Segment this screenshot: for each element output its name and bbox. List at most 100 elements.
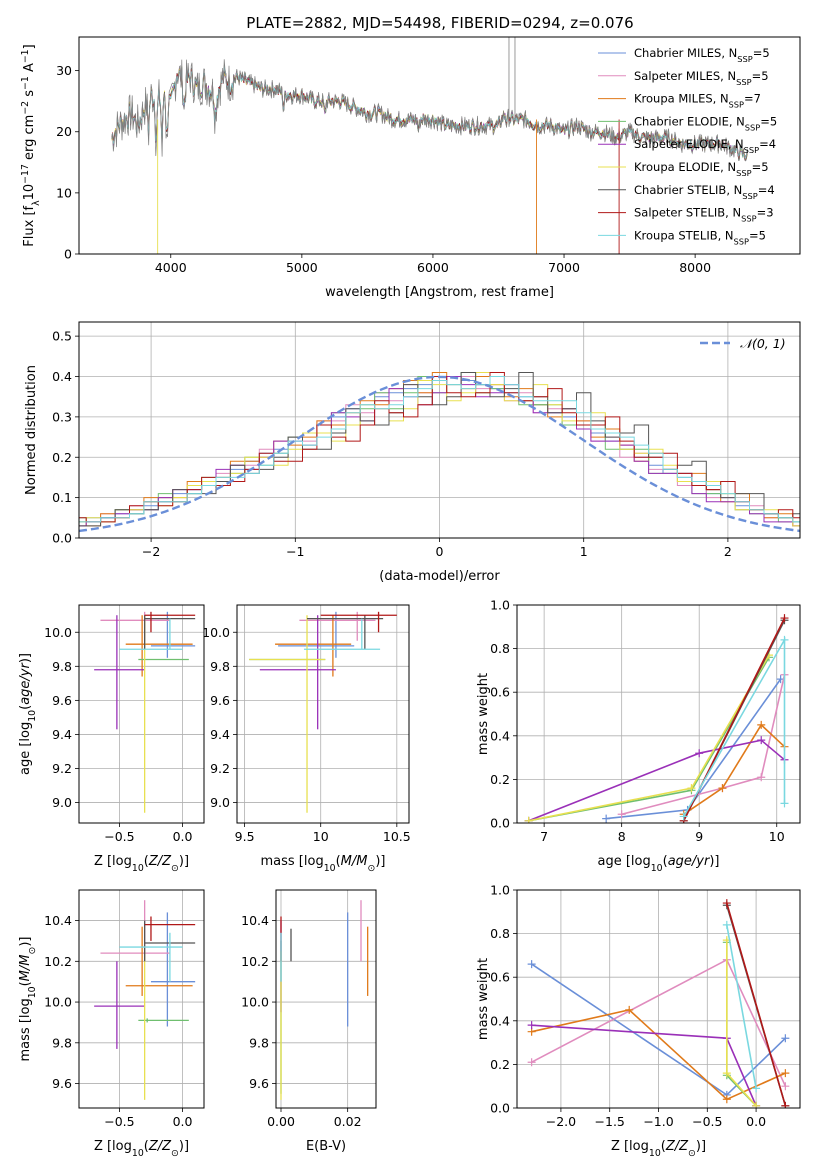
spectrum-xtick-label: 6000 [417, 260, 449, 275]
mass_vs_z-ytick-label: 10.2 [44, 954, 72, 969]
mass_vs_z-ytick-label: 10.0 [44, 995, 72, 1010]
age_vs_mass-ytick-label: 9.2 [210, 761, 230, 776]
weight-marker-kroupa_stelib [722, 920, 731, 929]
x-axis-label: E(B-V) [306, 1139, 346, 1154]
weight-line-kroupa_elodie [528, 654, 770, 822]
spectrum-frame [78, 36, 801, 255]
weight-marker-kroupa_miles [625, 1005, 634, 1014]
mass_vs_z-frame [78, 889, 205, 1109]
residuals-xtick-label: −1 [286, 544, 304, 559]
weight-marker-kroupa_stelib [752, 1084, 761, 1093]
weight-line-kroupa_stelib [726, 924, 757, 1089]
weight-line-salpeter_stelib [726, 902, 787, 1107]
age_vs_z-ytick-label: 9.0 [52, 795, 72, 810]
weight_vs_z-plot-area [527, 899, 790, 1108]
figure-title: PLATE=2882, MJD=54498, FIBERID=0294, z=0… [246, 14, 633, 32]
mass_vs_z-ytick-label: 10.4 [44, 913, 72, 928]
weight-marker-kroupa_stelib [780, 799, 789, 808]
model-line-kroupa_stelib [111, 65, 748, 160]
residuals-xtick-label: −2 [142, 544, 160, 559]
weight-marker-kroupa_stelib [780, 635, 789, 644]
y-axis-label: mass weight [476, 673, 491, 755]
weight-marker-salpeter_miles [781, 1082, 790, 1091]
residuals-ytick-label: 0.0 [52, 531, 72, 546]
weight-line-salpeter_elodie [531, 1024, 757, 1107]
x-axis-label: Z [log10(Z/Z⊙)] [94, 1139, 189, 1159]
y-axis-label: mass [log10(M/M⊙)] [18, 937, 38, 1062]
x-axis-label: Z [log10(Z/Z⊙)] [611, 1139, 706, 1159]
weight-line-salpeter_elodie [528, 739, 786, 822]
mass_vs_z-ytick-label: 9.8 [52, 1035, 72, 1050]
x-axis-label: (data-model)/error [379, 569, 500, 584]
residuals-ytick-label: 0.2 [52, 450, 72, 465]
spectrum-xtick-label: 4000 [155, 260, 187, 275]
weight_vs_age-ytick-label: 0.0 [490, 816, 510, 831]
age_vs_z-xtick-label: 0.0 [173, 829, 193, 844]
mass_vs_ebv-ytick-label: 9.8 [249, 1035, 269, 1050]
age_vs_mass-ytick-label: 9.4 [210, 727, 230, 742]
legend-label-chabrier_miles: Chabrier MILES, NSSP=5 [634, 46, 770, 64]
weight_vs_age-plot-area [524, 614, 789, 823]
hist-step-kroupa_stelib [79, 376, 800, 523]
legend-label-chabrier_stelib: Chabrier STELIB, NSSP=4 [634, 183, 775, 201]
mass_vs_ebv-ytick-label: 9.6 [249, 1076, 269, 1091]
weight-marker-kroupa_miles [757, 720, 766, 729]
residuals-ytick-label: 0.5 [52, 329, 72, 344]
normal-curve [79, 375, 800, 533]
weight_vs_age-ytick-label: 0.4 [490, 728, 510, 743]
weight_vs_z-panel: −2.0 −1.5 −1.0 −0.5 0.0 0.0 0.2 0.4 0.6 0.8 1.0 Z [… [476, 883, 801, 1159]
age_vs_mass-plot-area [249, 611, 397, 813]
y-axis-label: age [log10(age/yr)] [18, 653, 38, 775]
mass_vs_z-xtick-label: −0.5 [104, 1114, 134, 1129]
weight-marker-kroupa_miles [722, 1095, 731, 1104]
residuals-ytick-label: 0.3 [52, 409, 72, 424]
spectrum-ytick-label: 10 [56, 185, 72, 200]
age_vs_z-ytick-label: 10.0 [44, 625, 72, 640]
weight_vs_z-ytick-label: 1.0 [490, 883, 510, 898]
legend-label-kroupa_elodie: Kroupa ELODIE, NSSP=5 [634, 160, 769, 178]
mass_vs_z-panel: −0.5 0.0 9.6 9.8 10.0 10.2 10.4 Z [log10(Z/Z⊙)]… [18, 889, 205, 1159]
residuals-ytick-label: 0.4 [52, 369, 72, 384]
spectrum-plot-area [111, 37, 748, 254]
legend-label-normal: 𝒩(0, 1) [740, 336, 786, 351]
weight_vs_age-panel: 7 8 9 10 0.0 0.2 0.4 0.6 0.8 1.0 age [log10(age/yr… [476, 598, 801, 874]
weight-line-kroupa_miles [683, 723, 786, 815]
weight_vs_z-ytick-label: 0.2 [490, 1057, 510, 1072]
x-axis-label: Z [log10(Z/Z⊙)] [94, 854, 189, 874]
weight_vs_z-ytick-label: 0.8 [490, 926, 510, 941]
weight_vs_z-xtick-label: −1.0 [643, 1114, 673, 1129]
age_vs_z-ytick-label: 9.4 [52, 727, 72, 742]
age_vs_z-xtick-label: −0.5 [104, 829, 134, 844]
weight-marker-salpeter_elodie [757, 736, 766, 745]
weight-marker-kroupa_elodie [687, 784, 696, 793]
weight_vs_z-ytick-label: 0.0 [490, 1101, 510, 1116]
weight-line-chabrier_miles [606, 678, 782, 820]
residuals-plot-area [79, 372, 800, 533]
weight_vs_age-ytick-label: 0.2 [490, 772, 510, 787]
spectrum-ytick-label: 0 [64, 247, 72, 262]
weight-line-salpeter_miles [621, 674, 786, 816]
spectrum-ytick-label: 30 [56, 63, 72, 78]
legend-label-salpeter_miles: Salpeter MILES, NSSP=5 [634, 69, 769, 87]
weight-marker-salpeter_stelib [781, 1101, 790, 1108]
x-axis-label: wavelength [Angstrom, rest frame] [325, 285, 554, 300]
weight-marker-salpeter_stelib [780, 614, 789, 623]
spectrum-xtick-label: 8000 [679, 260, 711, 275]
residuals-ytick-label: 0.1 [52, 490, 72, 505]
age_vs_mass-ytick-label: 10.0 [202, 625, 230, 640]
residuals-panel: −2 −1 0 1 2 0.0 0.1 0.2 0.3 0.4 0.5 𝒩(0, 1) (data-mo… [24, 321, 801, 584]
residuals-xtick-label: 0 [436, 544, 444, 559]
spectrum-panel: 4000 5000 6000 7000 8000 0 10 20 30 Chabrier MILE… [20, 36, 801, 300]
weight_vs_age-frame [516, 604, 801, 824]
y-axis-label: Flux [fλ10−17 erg cm−2 s−1 A−1] [20, 44, 42, 246]
mass_vs_ebv-xtick-label: 0.02 [334, 1114, 362, 1129]
weight_vs_age-ytick-label: 1.0 [490, 598, 510, 613]
mass_vs_ebv-ytick-label: 10.2 [241, 954, 269, 969]
weight_vs_z-xtick-label: −0.5 [692, 1114, 722, 1129]
age_vs_z-ytick-label: 9.8 [52, 659, 72, 674]
x-axis-label: age [log10(age/yr)] [597, 854, 719, 874]
weight_vs_age-xtick-label: 7 [540, 829, 548, 844]
age_vs_mass-xtick-label: 10.5 [383, 829, 411, 844]
